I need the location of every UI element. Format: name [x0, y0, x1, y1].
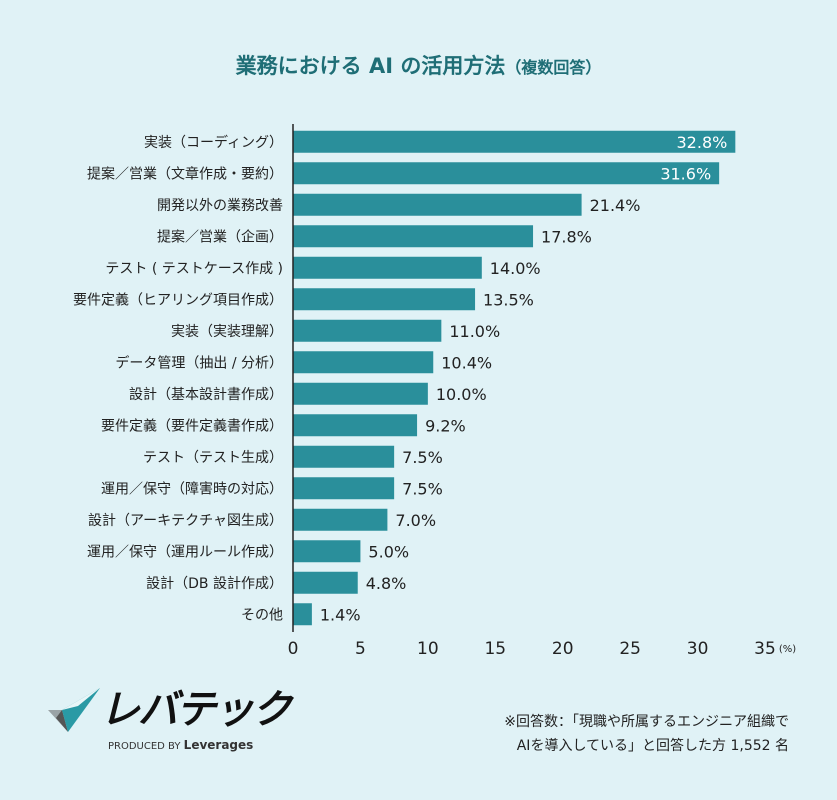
category-label: データ管理（抽出 / 分析）: [115, 354, 283, 371]
footnote: ※回答数：「現職や所属するエンジニア組織で AIを導入している」と回答した方 1,…: [504, 710, 789, 758]
bar: [293, 477, 395, 500]
category-label: 運用／保守（障害時の対応）: [101, 481, 283, 497]
bar: [293, 162, 720, 185]
title-sub: （複数回答）: [505, 58, 602, 77]
x-tick-label: 35: [754, 639, 776, 659]
category-label: 開発以外の業務改善: [157, 198, 283, 214]
category-label: テスト（テスト生成）: [143, 450, 283, 466]
data-label: 5.0%: [368, 542, 409, 561]
bar-chart: 実装（コーディング） 32.8% 提案／営業（文章作成・要約） 31.6% 開発以外の業…: [73, 124, 796, 659]
bar: [293, 508, 388, 531]
data-label: 4.8%: [366, 574, 407, 593]
bar: [293, 571, 358, 594]
category-label: 実装（コーディング）: [144, 134, 283, 151]
x-tick-label: 15: [484, 639, 506, 659]
bar: [293, 193, 582, 216]
category-label: その他: [241, 607, 283, 623]
data-label: 17.8%: [541, 227, 592, 246]
x-tick-label: 0: [288, 639, 299, 659]
logo-text: レバテック: [100, 687, 292, 733]
data-label: 14.0%: [490, 259, 541, 278]
data-label: 7.0%: [395, 511, 436, 530]
category-label: 提案／営業（企画）: [157, 228, 283, 245]
category-label: テスト ( テストケース作成 ): [105, 261, 283, 277]
bar: [293, 256, 482, 279]
bar: [293, 603, 312, 626]
brand-name: Leverages: [183, 738, 254, 752]
data-label: 32.8%: [677, 133, 728, 152]
x-unit-label: (%): [779, 644, 796, 655]
category-label: 実装（実装理解）: [171, 324, 283, 340]
data-label: 10.0%: [436, 385, 487, 404]
category-label: 設計（DB 設計作成）: [146, 576, 283, 592]
data-label: 7.5%: [402, 479, 443, 498]
bar: [293, 319, 442, 342]
x-tick-label: 30: [687, 639, 709, 659]
data-label: 31.6%: [660, 164, 711, 183]
data-label: 10.4%: [441, 353, 492, 372]
category-label: 設計（基本設計書作成）: [129, 386, 283, 403]
x-tick-label: 25: [619, 639, 641, 659]
data-label: 21.4%: [590, 196, 641, 215]
data-label: 9.2%: [425, 416, 466, 435]
data-label: 7.5%: [402, 448, 443, 467]
data-label: 13.5%: [483, 290, 534, 309]
logo-produced-by: PRODUCED BY Leverages: [108, 738, 253, 754]
category-label: 提案／営業（文章作成・要約）: [87, 165, 283, 182]
bar: [293, 414, 418, 437]
note-line: AIを導入している」と回答した方 1,552 名: [516, 738, 789, 754]
bar: [293, 130, 736, 153]
data-label: 11.0%: [449, 322, 500, 341]
bar: [293, 540, 361, 563]
category-label: 運用／保守（運用ルール作成）: [87, 544, 283, 560]
note-line: ※回答数：「現職や所属するエンジニア組織で: [504, 714, 789, 730]
produced-by: PRODUCED BY: [108, 741, 181, 752]
category-label: 要件定義（要件定義書作成）: [101, 417, 283, 434]
category-label: 設計（アーキテクチャ図生成）: [88, 513, 283, 529]
data-label: 1.4%: [320, 605, 361, 624]
bar: [293, 382, 428, 405]
logo-mark-icon: [48, 688, 100, 732]
bar: [293, 288, 476, 311]
bar: [293, 351, 434, 374]
bar: [293, 445, 395, 468]
x-tick-label: 20: [552, 639, 574, 659]
chart-title: 業務における AI の活用方法（複数回答）: [0, 50, 837, 80]
title-main: 業務における AI の活用方法: [235, 54, 506, 78]
category-label: 要件定義（ヒアリング項目作成）: [73, 291, 283, 308]
x-tick-label: 5: [355, 639, 366, 659]
x-tick-label: 10: [417, 639, 439, 659]
bar: [293, 225, 534, 248]
